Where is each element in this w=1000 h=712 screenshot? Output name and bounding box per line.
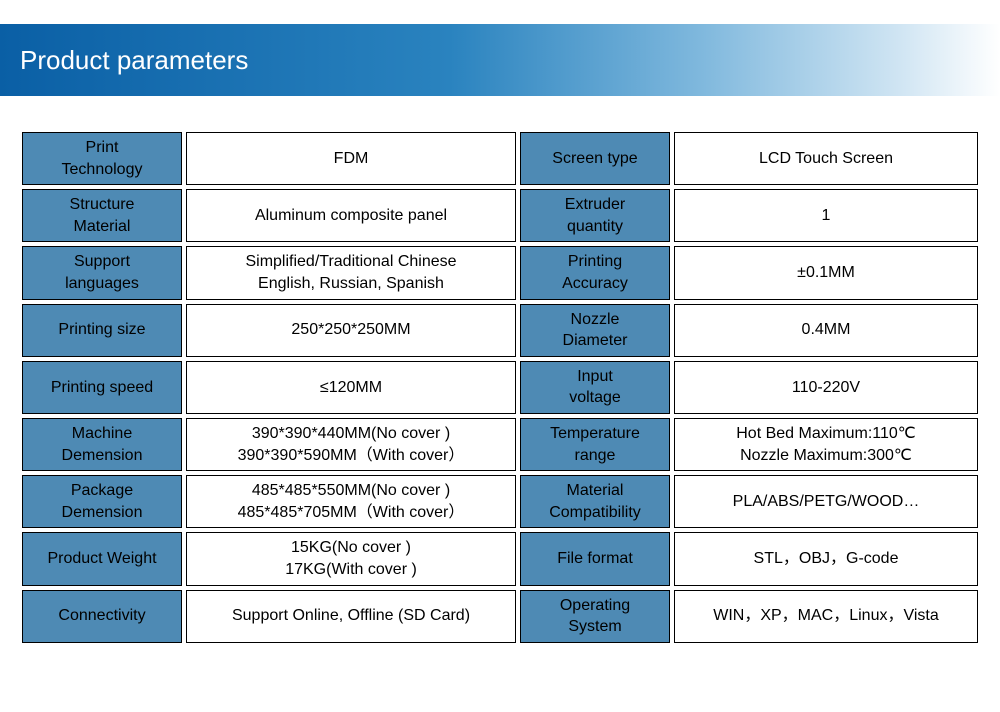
spec-table: PrintTechnology FDM Screen type LCD Touc… (18, 128, 982, 647)
spec-value: STL，OBJ，G-code (674, 532, 978, 585)
spec-value: 390*390*440MM(No cover )390*390*590MM（Wi… (186, 418, 516, 471)
spec-label: Screen type (520, 132, 670, 185)
table-row: Connectivity Support Online, Offline (SD… (22, 590, 978, 643)
spec-label: OperatingSystem (520, 590, 670, 643)
page-title: Product parameters (20, 45, 248, 76)
spec-value: 250*250*250MM (186, 304, 516, 357)
table-row: StructureMaterial Aluminum composite pan… (22, 189, 978, 242)
spec-value: FDM (186, 132, 516, 185)
spec-value: Simplified/Traditional ChineseEnglish, R… (186, 246, 516, 299)
spec-value: Hot Bed Maximum:110℃Nozzle Maximum:300℃ (674, 418, 978, 471)
table-row: Supportlanguages Simplified/Traditional … (22, 246, 978, 299)
spec-label: MaterialCompatibility (520, 475, 670, 528)
spec-value: 1 (674, 189, 978, 242)
spec-label: Extruderquantity (520, 189, 670, 242)
spec-table-container: PrintTechnology FDM Screen type LCD Touc… (0, 96, 1000, 647)
header-bar: Product parameters (0, 24, 1000, 96)
spec-value: LCD Touch Screen (674, 132, 978, 185)
spec-label: Printing size (22, 304, 182, 357)
spec-label: StructureMaterial (22, 189, 182, 242)
spec-value: ≤120MM (186, 361, 516, 414)
spec-value: 15KG(No cover )17KG(With cover ) (186, 532, 516, 585)
spec-value: 110-220V (674, 361, 978, 414)
spec-value: PLA/ABS/PETG/WOOD… (674, 475, 978, 528)
spec-value: WIN，XP，MAC，Linux，Vista (674, 590, 978, 643)
spec-label: NozzleDiameter (520, 304, 670, 357)
spec-label: Connectivity (22, 590, 182, 643)
spec-label: PackageDemension (22, 475, 182, 528)
table-row: Printing speed ≤120MM Inputvoltage 110-2… (22, 361, 978, 414)
table-row: Printing size 250*250*250MM NozzleDiamet… (22, 304, 978, 357)
spec-label: Printing speed (22, 361, 182, 414)
spec-value: Aluminum composite panel (186, 189, 516, 242)
table-row: PrintTechnology FDM Screen type LCD Touc… (22, 132, 978, 185)
table-row: PackageDemension 485*485*550MM(No cover … (22, 475, 978, 528)
spec-value: Support Online, Offline (SD Card) (186, 590, 516, 643)
spec-label: File format (520, 532, 670, 585)
spec-label: PrintingAccuracy (520, 246, 670, 299)
spec-label: Temperaturerange (520, 418, 670, 471)
spec-value: 0.4MM (674, 304, 978, 357)
spec-value: ±0.1MM (674, 246, 978, 299)
spec-label: Inputvoltage (520, 361, 670, 414)
spec-label: MachineDemension (22, 418, 182, 471)
spec-label: Supportlanguages (22, 246, 182, 299)
spec-label: PrintTechnology (22, 132, 182, 185)
spec-value: 485*485*550MM(No cover )485*485*705MM（Wi… (186, 475, 516, 528)
spec-label: Product Weight (22, 532, 182, 585)
spec-table-body: PrintTechnology FDM Screen type LCD Touc… (22, 132, 978, 643)
table-row: Product Weight 15KG(No cover )17KG(With … (22, 532, 978, 585)
table-row: MachineDemension 390*390*440MM(No cover … (22, 418, 978, 471)
